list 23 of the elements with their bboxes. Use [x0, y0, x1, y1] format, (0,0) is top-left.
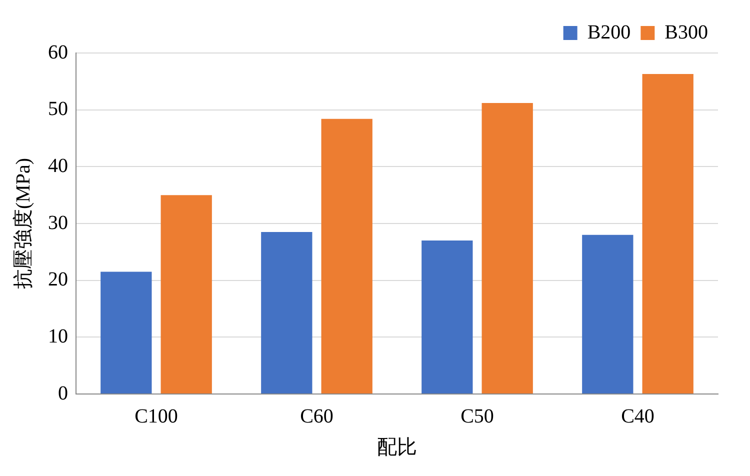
- bar: [321, 118, 372, 394]
- bar: [160, 195, 212, 394]
- y-tick-label: 40: [48, 154, 68, 177]
- y-axis-title: 抗壓強度(MPa): [12, 158, 34, 290]
- bar: [261, 232, 312, 394]
- y-tick-label: 10: [48, 325, 68, 348]
- bar: [582, 234, 634, 394]
- x-tick-label: C100: [134, 405, 178, 428]
- y-tick-label: 20: [48, 268, 68, 291]
- x-tick-label: C60: [300, 405, 334, 428]
- bar: [642, 74, 694, 394]
- x-tick-label: C50: [460, 405, 494, 428]
- x-axis-title: 配比: [377, 436, 417, 458]
- x-tick-label: C40: [621, 405, 654, 428]
- y-tick-label: 0: [58, 382, 68, 404]
- y-tick-label: 50: [48, 98, 68, 120]
- y-tick-label: 30: [48, 212, 68, 234]
- y-tick-label: 60: [48, 41, 68, 64]
- bar: [482, 103, 533, 394]
- bar: [422, 240, 473, 394]
- legend-label: B300: [664, 21, 708, 44]
- legend-label: B200: [587, 21, 631, 44]
- bar: [100, 272, 152, 394]
